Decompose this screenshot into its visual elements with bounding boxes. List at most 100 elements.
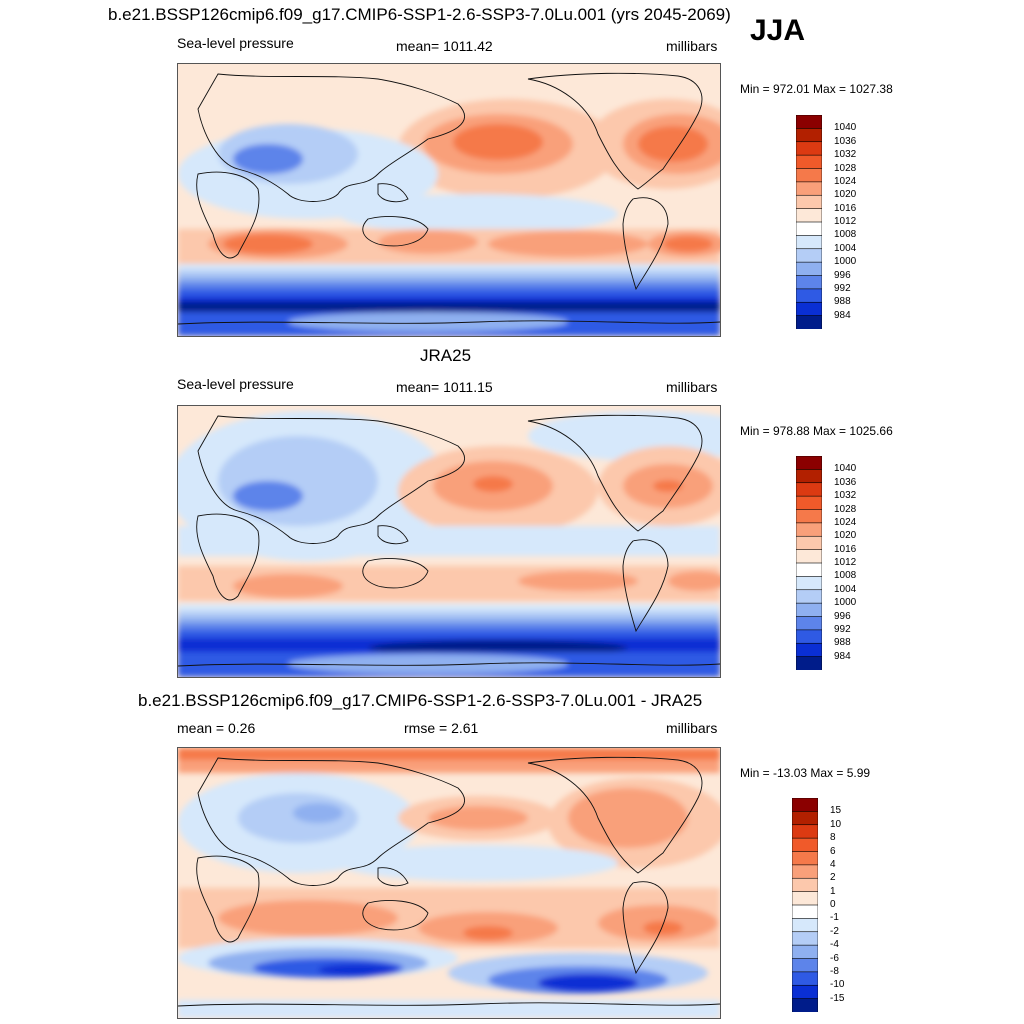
colorbar-swatch [791, 811, 819, 826]
colorbar-swatch [795, 455, 823, 471]
colorbar-swatch [795, 509, 823, 524]
colorbar-swatch [795, 235, 823, 250]
colorbar-swatch [791, 904, 819, 920]
colorbar-swatch [795, 141, 823, 156]
colorbar-tick-label: 1024 [834, 516, 857, 528]
colorbar-swatch [791, 851, 819, 866]
colorbar-swatch [791, 918, 819, 933]
colorbar-tick-label: 1008 [834, 570, 857, 582]
colorbar-swatch [791, 971, 819, 987]
panel-minmax: Min = -13.03 Max = 5.99 [740, 766, 871, 780]
colorbar-swatch [795, 469, 823, 484]
colorbar-swatch [791, 984, 819, 1000]
colorbar-swatch [795, 128, 823, 143]
colorbar-tick-label: 8 [830, 832, 836, 844]
colorbar-swatch [795, 576, 823, 591]
colorbar-swatch [791, 797, 819, 813]
colorbar-swatch [795, 248, 823, 263]
colorbar-swatch [795, 642, 823, 658]
colorbar-swatch [791, 944, 819, 960]
colorbar-tick-label: -1 [830, 912, 839, 924]
colorbar-tick-label: 4 [830, 858, 836, 870]
colorbar-swatch [795, 562, 823, 578]
colorbar-tick-label: 1000 [834, 256, 857, 268]
colorbar-tick-label: 992 [834, 282, 851, 294]
colorbar-swatch [795, 114, 823, 130]
colorbar-swatch [795, 495, 823, 511]
colorbar-tick-label: 1032 [834, 490, 857, 502]
colorbar-swatch [795, 168, 823, 183]
colorbar-swatch [795, 535, 823, 551]
colorbar-swatch [791, 891, 819, 906]
colorbar-tick-label: 1020 [834, 189, 857, 201]
colorbar-swatch [791, 931, 819, 946]
colorbar-tick-label: 1016 [834, 202, 857, 214]
colorbar-tick-label: 1036 [834, 135, 857, 147]
colorbar-swatch [795, 602, 823, 618]
panel-minmax: Min = 972.01 Max = 1027.38 [740, 82, 893, 96]
colorbar-tick-label: -4 [830, 939, 839, 951]
panel-mean-label: mean= 1011.15 [396, 379, 493, 395]
colorbar-swatch [795, 616, 823, 631]
colorbar-tick-label: 1028 [834, 162, 857, 174]
colorbar-tick-label: -10 [830, 979, 845, 991]
colorbar-tick-label: 992 [834, 623, 851, 635]
panel-minmax: Min = 978.88 Max = 1025.66 [740, 424, 893, 438]
colorbar-tick-label: 1000 [834, 597, 857, 609]
colorbar-swatch [795, 194, 823, 210]
panel-units-label: millibars [666, 720, 718, 736]
colorbar-swatch [795, 315, 823, 330]
colorbar-obs: 1040 1036 1032 1028 1024 1020 1016 1012 1008 1004… [795, 455, 856, 675]
colorbar-swatch [791, 998, 819, 1013]
colorbar-swatch [791, 824, 819, 839]
colorbar-tick-label: 988 [834, 296, 851, 308]
colorbar-swatch [795, 301, 823, 317]
map-obs [177, 405, 721, 678]
colorbar-swatch [795, 208, 823, 223]
colorbar-tick-label: 1032 [834, 149, 857, 161]
colorbar-swatch [795, 288, 823, 304]
colorbar-tick-label: 1040 [834, 463, 857, 475]
colorbar-tick-label: 1008 [834, 229, 857, 241]
panel-left-label: Sea-level pressure [177, 35, 294, 51]
colorbar-tick-label: 15 [830, 805, 842, 817]
colorbar-tick-label: 1012 [834, 216, 857, 227]
panel-mean-label: mean= 1011.42 [396, 38, 493, 54]
colorbar-swatch [795, 261, 823, 277]
season-label: JJA [750, 14, 806, 47]
colorbar-swatch [791, 837, 819, 853]
colorbar-tick-label: 996 [834, 269, 851, 281]
colorbar-tick-label: 984 [834, 309, 851, 321]
colorbar-swatch [795, 181, 823, 197]
colorbar-tick-label: 1004 [834, 242, 857, 254]
colorbar-swatch [795, 549, 823, 564]
colorbar-swatch [795, 482, 823, 497]
colorbar-swatch [795, 589, 823, 604]
colorbar-tick-label: 1004 [834, 583, 857, 595]
figure-title: b.e21.BSSP126cmip6.f09_g17.CMIP6-SSP1-2.… [108, 5, 731, 24]
colorbar-tick-label: -8 [830, 965, 839, 977]
colorbar-tick-label: 1012 [834, 557, 857, 568]
colorbar-swatch [791, 958, 819, 973]
colorbar-tick-label: 1040 [834, 122, 857, 134]
panel-rmse-label: rmse = 2.61 [404, 720, 479, 736]
colorbar-tick-label: 988 [834, 637, 851, 649]
colorbar-diff: 15 10 8 6 4 2 1 0 -1 -2 -4 -6 -8 -10 -15 [791, 797, 844, 1017]
colorbar-tick-label: 10 [830, 818, 842, 830]
map-diff [177, 747, 721, 1019]
colorbar-tick-label: 2 [830, 872, 836, 884]
panel-units-label: millibars [666, 38, 718, 54]
colorbar-tick-label: 6 [830, 845, 836, 857]
colorbar-tick-label: 984 [834, 650, 851, 662]
colorbar-swatch [795, 275, 823, 290]
panel-title: b.e21.BSSP126cmip6.f09_g17.CMIP6-SSP1-2.… [138, 691, 703, 710]
colorbar-tick-label: -15 [830, 992, 845, 1004]
colorbar-model: 1040 1036 1032 1028 1024 1020 1016 1012 1008 1004… [795, 114, 856, 334]
colorbar-tick-label: 996 [834, 610, 851, 622]
colorbar-tick-label: 1036 [834, 476, 857, 488]
colorbar-tick-label: 1016 [834, 543, 857, 555]
colorbar-swatch [795, 629, 823, 645]
panel-mean-label: mean = 0.26 [177, 720, 256, 736]
colorbar-tick-label: -2 [830, 925, 839, 937]
colorbar-swatch [791, 864, 819, 880]
